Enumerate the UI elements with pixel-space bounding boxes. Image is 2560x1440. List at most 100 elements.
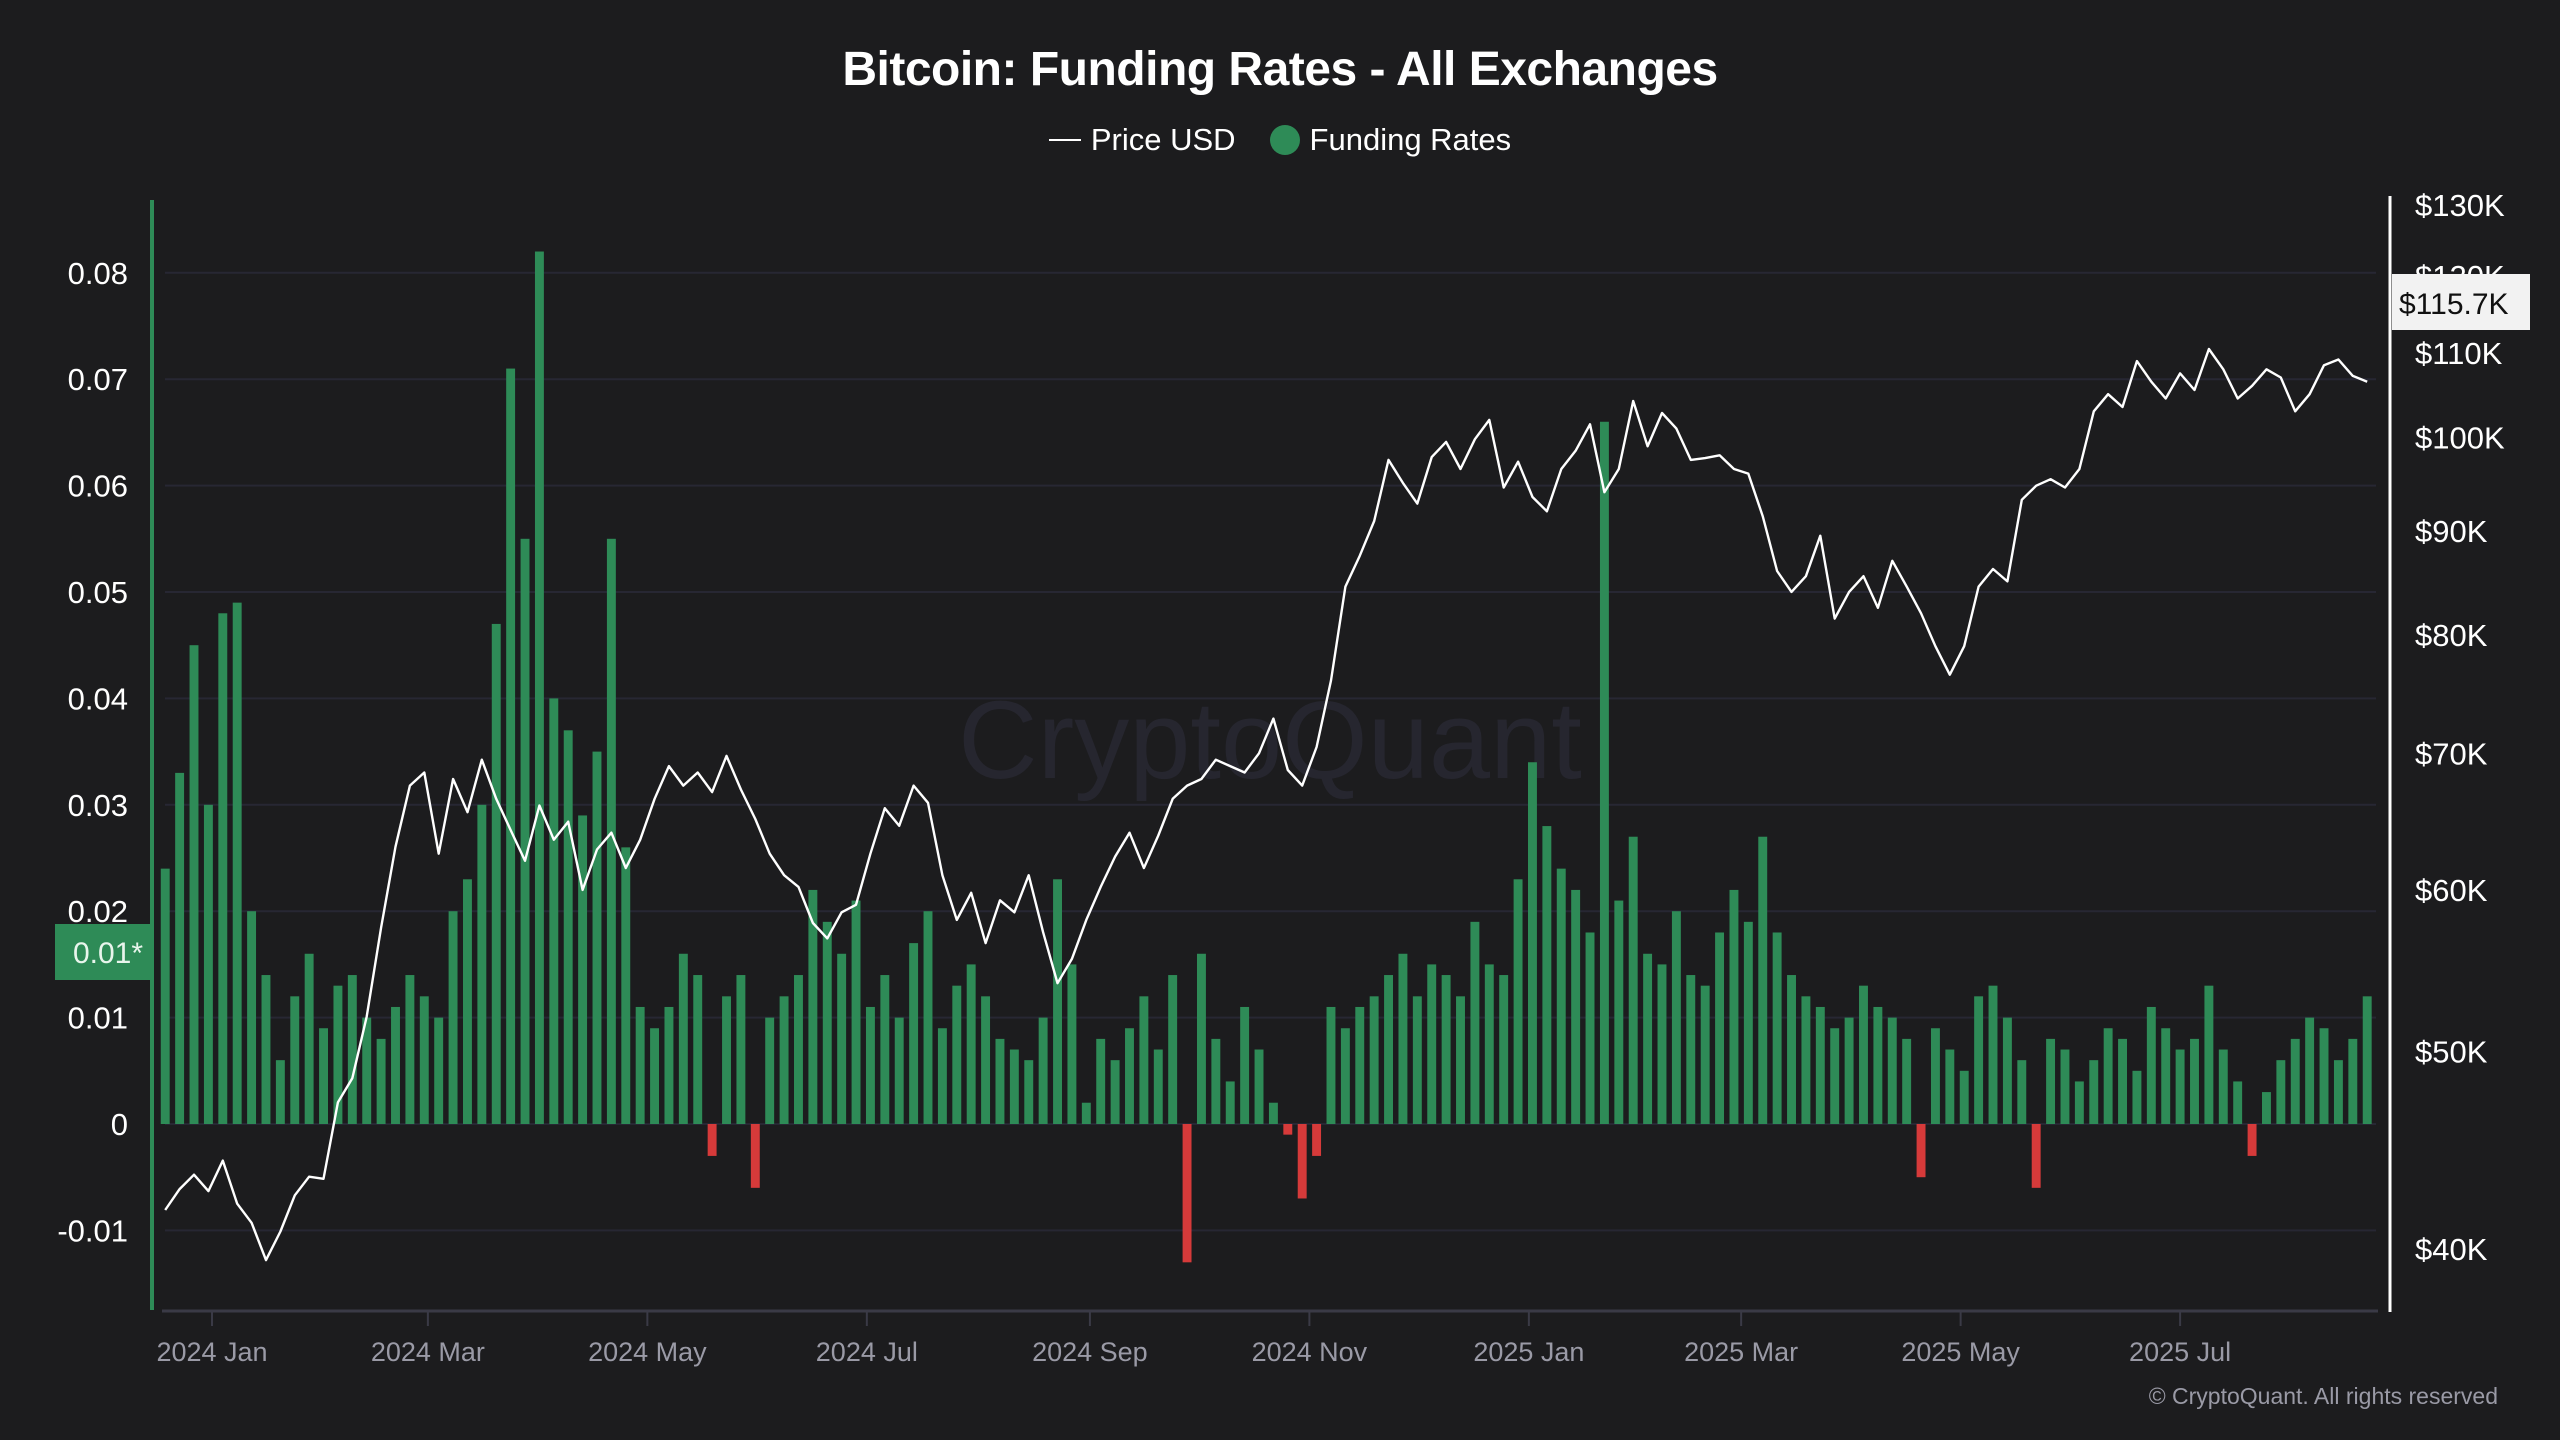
funding-bar: [592, 751, 602, 1124]
funding-bar: [1384, 975, 1394, 1124]
funding-bar: [2362, 996, 2372, 1124]
funding-bar: [606, 538, 616, 1124]
legend-label-price: Price USD: [1090, 122, 1236, 157]
price-line: [164, 347, 2368, 1262]
funding-bar: [1024, 1060, 1034, 1124]
funding-bar: [275, 1060, 285, 1124]
funding-bar: [937, 1028, 947, 1124]
funding-bar: [1815, 1006, 1825, 1124]
funding-bar: [1686, 975, 1696, 1124]
funding-bar: [1959, 1070, 1969, 1124]
funding-bar: [1758, 836, 1768, 1124]
funding-bar: [650, 1028, 660, 1124]
funding-bar: [434, 1017, 444, 1124]
x-tick-label: 2024 Mar: [371, 1337, 485, 1367]
funding-bar: [1297, 1124, 1307, 1199]
funding-bar: [2074, 1081, 2084, 1124]
x-tick-label: 2025 May: [1901, 1337, 2020, 1367]
right-tick-label: $110K: [2415, 336, 2503, 371]
funding-bar: [1916, 1124, 1926, 1178]
funding-bar: [2233, 1081, 2243, 1124]
funding-bar: [2017, 1060, 2027, 1124]
funding-bar: [1326, 1006, 1336, 1124]
funding-bar: [1355, 1006, 1365, 1124]
x-tick-label: 2025 Jul: [2129, 1337, 2231, 1367]
funding-bar: [1067, 964, 1077, 1124]
funding-bar: [1009, 1049, 1019, 1124]
legend-item-price[interactable]: Price USD: [1048, 122, 1236, 158]
funding-bar: [2218, 1049, 2228, 1124]
funding-bar: [1542, 826, 1552, 1124]
funding-bar: [391, 1006, 400, 1124]
funding-bar: [2060, 1049, 2070, 1124]
current-funding-label: 0.01*: [73, 937, 143, 970]
funding-bar: [1830, 1028, 1840, 1124]
funding-bar: [1628, 836, 1638, 1124]
funding-bar: [506, 368, 516, 1124]
funding-bar: [1513, 879, 1523, 1124]
funding-bar: [1801, 996, 1811, 1124]
left-tick-label: -0.01: [57, 1213, 128, 1248]
funding-bar: [1643, 953, 1653, 1124]
funding-bar: [909, 943, 919, 1124]
funding-bar: [1844, 1017, 1854, 1124]
funding-bar: [1571, 889, 1581, 1124]
funding-bar: [765, 1017, 775, 1124]
left-tick-label: 0.03: [68, 788, 128, 823]
funding-bar: [175, 772, 185, 1124]
funding-bar: [1456, 996, 1465, 1124]
funding-bar: [750, 1124, 760, 1188]
funding-bar: [722, 996, 731, 1124]
funding-bar: [621, 847, 631, 1124]
left-tick-label: 0.01: [68, 1001, 128, 1036]
funding-bar: [189, 645, 199, 1124]
funding-bar: [347, 975, 357, 1124]
funding-bar: [1974, 996, 1984, 1124]
funding-bar: [736, 975, 746, 1124]
line-marker-icon: [1048, 139, 1081, 141]
right-axis-ticks: $130K$120K$110K$100K$90K$80K$70K$60K$50K…: [2415, 188, 2505, 1267]
left-tick-label: 0.02: [68, 894, 128, 929]
current-price-label: $115.7K: [2399, 288, 2509, 321]
funding-bar: [405, 975, 415, 1124]
funding-bar: [160, 868, 170, 1124]
funding-bar: [1225, 1081, 1235, 1124]
funding-bar: [1787, 975, 1796, 1124]
funding-bar: [1254, 1049, 1264, 1124]
funding-bar: [534, 251, 544, 1124]
funding-bar: [808, 889, 818, 1124]
funding-bar: [794, 975, 803, 1124]
funding-bar: [981, 996, 991, 1124]
legend-item-funding[interactable]: Funding Rates: [1269, 122, 1511, 158]
funding-bar: [2290, 1038, 2300, 1124]
chart-title: Bitcoin: Funding Rates - All Exchanges: [842, 43, 1718, 96]
current-price-badge: $115.7K: [2392, 274, 2530, 330]
funding-bar: [362, 1017, 372, 1124]
funding-bar: [1240, 1006, 1250, 1124]
funding-bar: [1772, 932, 1782, 1124]
funding-bar: [2132, 1070, 2142, 1124]
funding-bar: [2002, 1017, 2012, 1124]
right-tick-label: $60K: [2415, 873, 2488, 908]
x-tick-label: 2025 Mar: [1684, 1337, 1798, 1367]
funding-bar: [520, 538, 530, 1124]
funding-bar: [419, 996, 429, 1124]
funding-bar: [1182, 1124, 1192, 1263]
x-tick-label: 2024 Jan: [156, 1337, 267, 1367]
funding-bar: [952, 985, 962, 1124]
funding-bar: [462, 879, 472, 1124]
funding-bar: [1887, 1017, 1897, 1124]
right-tick-label: $90K: [2415, 514, 2488, 549]
funding-bar: [1599, 421, 1609, 1124]
funding-bar: [1556, 868, 1566, 1124]
funding-bar: [1081, 1102, 1091, 1124]
funding-bar: [1930, 1028, 1940, 1124]
funding-bar: [2118, 1038, 2127, 1124]
funding-bar: [1096, 1038, 1106, 1124]
funding-bar: [923, 911, 933, 1124]
funding-bar: [851, 900, 861, 1124]
x-tick-label: 2024 Nov: [1252, 1337, 1368, 1367]
funding-bar: [1211, 1038, 1221, 1124]
left-tick-label: 0.08: [68, 256, 128, 291]
